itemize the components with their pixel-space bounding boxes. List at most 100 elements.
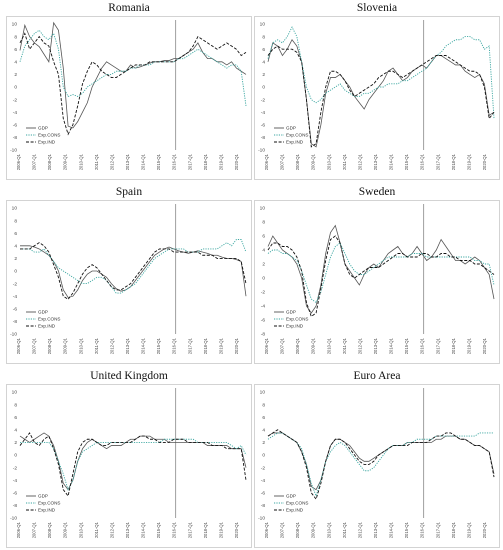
x-tick-label: 2019-Q1 (218, 521, 223, 538)
x-tick-label: 2009-Q1 (311, 153, 316, 170)
chart-frame (6, 16, 252, 180)
chart-panel: Sweden 10 8 6 4 2 0 -2 -4 -6 -8 2006-Q1 2007-Q1 2008-… (254, 184, 500, 364)
series-line-exp-ind (19, 32, 247, 136)
x-tick-label: 2016-Q1 (172, 521, 177, 538)
x-tick-label: 2013-Q1 (373, 337, 378, 354)
x-tick-label: 2019-Q1 (218, 153, 223, 170)
chart-title: Spain (115, 186, 143, 198)
x-tick-label: 2014-Q1 (141, 153, 146, 170)
x-tick-label: 2006-Q1 (264, 521, 269, 538)
series-line-exp-cons (267, 432, 494, 498)
y-tick-label: 10 (260, 390, 266, 396)
y-tick-label: 6 (262, 234, 265, 240)
y-tick-label: 4 (262, 60, 265, 66)
x-tick-label: 2020-Q1 (482, 153, 487, 170)
x-tick-label: 2011-Q1 (94, 337, 99, 354)
legend-label: Exp.IND (38, 508, 56, 513)
x-tick-label: 2006-Q1 (16, 521, 21, 538)
x-tick-label: 2014-Q1 (141, 521, 146, 538)
x-tick-label: 2018-Q1 (203, 153, 208, 170)
legend-label: Exp.CONS (286, 133, 308, 138)
y-tick-label: 4 (14, 244, 17, 250)
x-tick-label: 2019-Q1 (218, 337, 223, 354)
series-line-exp-ind (267, 429, 495, 501)
y-tick-label: 0 (262, 85, 265, 91)
legend-label: GDP (38, 310, 48, 315)
y-tick-label: 2 (14, 72, 17, 78)
y-tick-label: -6 (13, 123, 18, 129)
x-tick-label: 2013-Q1 (125, 521, 130, 538)
x-tick-label: 2009-Q1 (311, 337, 316, 354)
x-tick-label: 2009-Q1 (311, 521, 316, 538)
y-tick-label: -4 (13, 110, 18, 116)
series-line-exp-cons (20, 438, 247, 491)
y-tick-label: 2 (262, 440, 265, 446)
x-tick-label: 2011-Q1 (342, 337, 347, 354)
y-tick-label: -10 (10, 148, 17, 154)
x-tick-label: 2008-Q1 (295, 521, 300, 538)
chart-title: Euro Area (353, 370, 401, 382)
x-tick-label: 2007-Q1 (32, 153, 37, 170)
legend-label: GDP (286, 126, 296, 131)
x-tick-label: 2006-Q1 (264, 153, 269, 170)
y-tick-label: 8 (14, 34, 17, 40)
legend-label: Exp.CONS (38, 501, 60, 506)
x-tick-label: 2006-Q1 (264, 337, 269, 354)
x-tick-label: 2018-Q1 (451, 521, 456, 538)
x-tick-label: 2013-Q1 (125, 153, 130, 170)
chart-frame (6, 384, 252, 548)
x-tick-label: 2010-Q1 (78, 521, 83, 538)
y-tick-label: 8 (262, 402, 265, 408)
chart-panel: Slovenia 10 8 6 4 2 0 -2 -4 -6 -8 -10 2006-Q1 2007-Q1… (254, 0, 500, 180)
series-line-gdp (19, 432, 247, 491)
y-tick-label: 2 (14, 256, 17, 262)
x-tick-label: 2014-Q1 (141, 337, 146, 354)
series-line-gdp (267, 432, 495, 491)
y-tick-label: -4 (13, 294, 18, 300)
x-tick-label: 2012-Q1 (109, 337, 114, 354)
legend-label: GDP (286, 494, 296, 499)
series-line-exp-ind (19, 432, 247, 497)
chart-title: United Kingdom (90, 370, 168, 382)
y-tick-label: 0 (14, 453, 17, 459)
legend-label: Exp.IND (286, 508, 304, 513)
x-tick-label: 2014-Q1 (389, 337, 394, 354)
chart-panel: Euro Area 10 8 6 4 2 0 -2 -4 -6 -8 -10 2006-Q1 2007-Q… (254, 368, 500, 548)
legend-label: Exp.IND (286, 140, 304, 145)
y-tick-label: 4 (262, 248, 265, 254)
y-tick-label: -8 (13, 319, 18, 325)
y-tick-label: -6 (13, 491, 18, 497)
x-tick-label: 2017-Q1 (435, 337, 440, 354)
y-tick-label: 0 (14, 269, 17, 275)
y-tick-label: 2 (262, 72, 265, 78)
x-tick-label: 2016-Q1 (420, 153, 425, 170)
x-tick-label: 2008-Q1 (47, 153, 52, 170)
y-tick-label: 8 (14, 402, 17, 408)
y-tick-label: -6 (261, 123, 266, 129)
x-tick-label: 2020-Q1 (234, 521, 239, 538)
legend-label: GDP (38, 126, 48, 131)
y-tick-label: -4 (261, 478, 266, 484)
x-tick-label: 2012-Q1 (357, 521, 362, 538)
x-tick-label: 2016-Q1 (172, 153, 177, 170)
y-tick-label: -6 (13, 307, 18, 313)
x-tick-label: 2016-Q1 (420, 337, 425, 354)
x-tick-label: 2008-Q1 (47, 337, 52, 354)
series-line-exp-ind (267, 235, 495, 318)
y-tick-label: 4 (262, 428, 265, 434)
y-tick-label: 6 (14, 231, 17, 237)
y-tick-label: -2 (13, 281, 18, 287)
y-tick-label: 4 (14, 60, 17, 66)
x-tick-label: 2020-Q1 (482, 337, 487, 354)
x-tick-label: 2007-Q1 (32, 521, 37, 538)
y-tick-label: -4 (261, 304, 266, 310)
series-line-exp-cons (20, 239, 247, 294)
chart-panel: Romania 10 8 6 4 2 0 -2 -4 -6 -8 -10 2006-Q1 2007-Q1 2… (6, 0, 252, 180)
y-tick-label: -2 (261, 97, 266, 103)
legend-label: Exp.CONS (38, 317, 60, 322)
x-tick-label: 2012-Q1 (357, 153, 362, 170)
y-tick-label: -4 (13, 478, 18, 484)
